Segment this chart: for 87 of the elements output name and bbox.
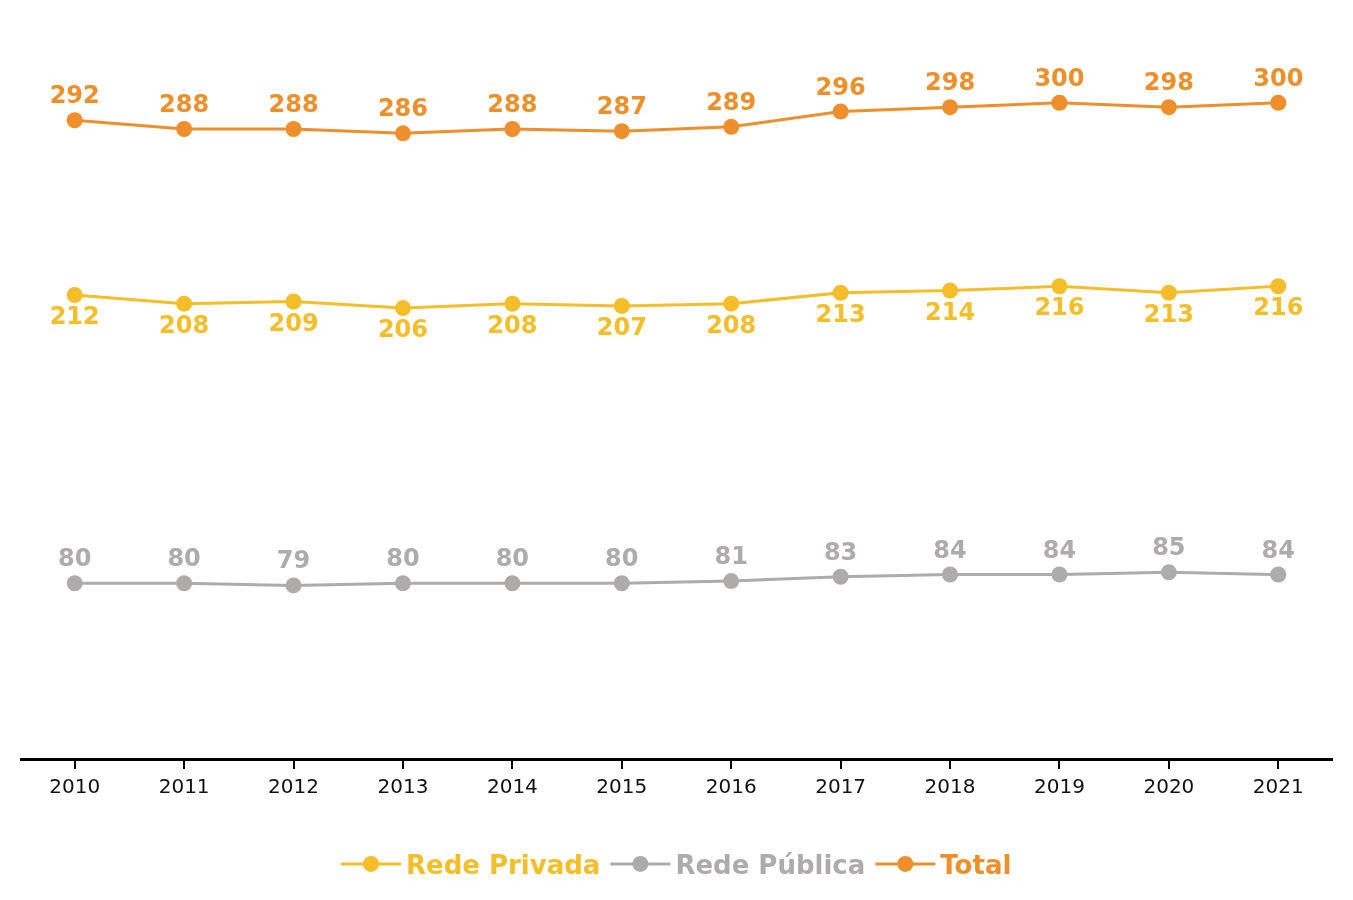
- x-tick-label: 2018: [924, 774, 976, 798]
- data-label: 80: [495, 544, 530, 573]
- data-label: 79: [276, 546, 311, 575]
- data-label: 207: [596, 312, 647, 341]
- point: [942, 566, 959, 583]
- point: [1051, 278, 1068, 295]
- point: [394, 300, 411, 317]
- x-tick-label: 2012: [268, 774, 319, 798]
- point: [613, 123, 630, 140]
- data-label: 80: [605, 544, 639, 573]
- data-label: 300: [1034, 63, 1085, 92]
- data-label: 208: [159, 310, 210, 339]
- point: [1270, 278, 1287, 295]
- x-tick-label: 2015: [596, 774, 648, 798]
- point: [176, 295, 193, 312]
- data-label: 298: [1143, 68, 1194, 97]
- x-tick-label: 2016: [705, 774, 757, 798]
- point: [723, 573, 740, 590]
- data-label: 83: [823, 537, 858, 566]
- data-label: 216: [1253, 293, 1304, 322]
- legend-label: Rede Privada: [406, 850, 601, 881]
- point: [285, 293, 302, 310]
- point: [285, 577, 302, 594]
- point: [504, 575, 521, 592]
- data-label: 298: [924, 68, 976, 97]
- data-label: 209: [268, 308, 319, 337]
- point: [1051, 94, 1068, 111]
- point: [1270, 566, 1287, 583]
- point: [66, 575, 83, 592]
- data-label: 208: [487, 310, 538, 339]
- point: [613, 297, 630, 314]
- data-label: 208: [706, 310, 757, 339]
- point: [832, 284, 849, 301]
- x-tick-label: 2011: [158, 774, 210, 798]
- point: [1051, 566, 1068, 583]
- data-label: 288: [268, 89, 319, 118]
- data-label: 84: [1042, 535, 1077, 564]
- x-tick-label: 2017: [815, 774, 867, 798]
- data-label: 288: [159, 89, 210, 118]
- point: [942, 99, 959, 116]
- data-label: 212: [49, 301, 100, 330]
- point: [176, 120, 193, 137]
- data-label: 286: [377, 94, 429, 123]
- point: [613, 575, 630, 592]
- point: [723, 118, 740, 135]
- data-label: 206: [377, 315, 429, 344]
- legend-label: Rede Pública: [675, 850, 866, 881]
- point: [1160, 284, 1177, 301]
- data-label: 84: [933, 535, 967, 564]
- point: [285, 120, 302, 137]
- data-label: 300: [1253, 63, 1304, 92]
- x-tick-label: 2020: [1143, 774, 1195, 798]
- point: [832, 568, 849, 585]
- point: [394, 575, 411, 592]
- x-tick-label: 2014: [486, 774, 538, 798]
- data-label: 287: [596, 92, 647, 121]
- legend-label: Total: [940, 850, 1012, 881]
- data-label: 81: [714, 542, 748, 571]
- data-label: 289: [706, 87, 757, 116]
- x-tick-label: 2013: [377, 774, 429, 798]
- x-tick-label: 2019: [1034, 774, 1085, 798]
- x-tick-label: 2021: [1252, 774, 1304, 798]
- data-label: 84: [1261, 535, 1295, 564]
- point: [66, 112, 83, 129]
- point: [1160, 99, 1177, 116]
- point: [1160, 564, 1177, 581]
- data-label: 214: [924, 297, 976, 326]
- point: [504, 295, 521, 312]
- point: [723, 295, 740, 312]
- data-label: 80: [58, 544, 92, 573]
- data-label: 296: [815, 72, 866, 101]
- point: [504, 120, 521, 137]
- data-label: 288: [487, 89, 538, 118]
- data-label: 80: [386, 544, 420, 573]
- x-tick-label: 2010: [49, 774, 101, 798]
- data-label: 213: [1143, 299, 1194, 328]
- data-label: 85: [1152, 533, 1186, 562]
- point: [176, 575, 193, 592]
- point: [832, 103, 849, 120]
- data-label: 292: [49, 81, 100, 110]
- point: [942, 282, 959, 299]
- data-label: 216: [1034, 293, 1085, 322]
- data-label: 213: [815, 299, 866, 328]
- data-label: 80: [167, 544, 201, 573]
- point: [1270, 94, 1287, 111]
- point: [66, 286, 83, 303]
- point: [394, 125, 411, 142]
